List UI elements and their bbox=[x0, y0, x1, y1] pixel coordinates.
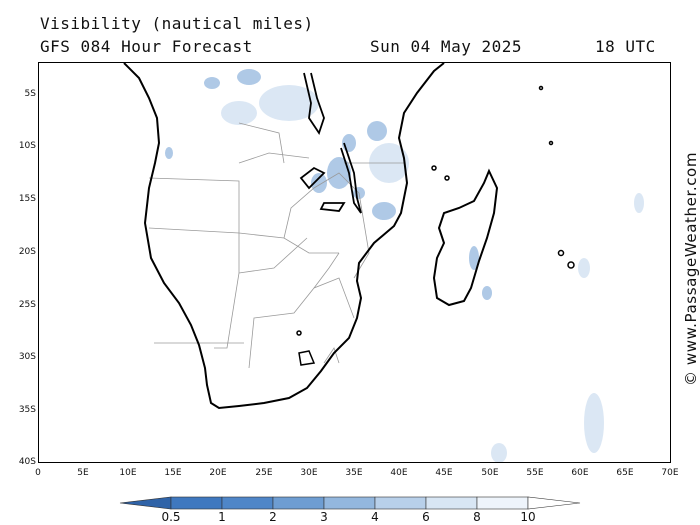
legend-swatch bbox=[476, 496, 529, 510]
legend-label: 10 bbox=[520, 510, 536, 524]
lat-label: 15S bbox=[18, 194, 36, 204]
border-line bbox=[238, 232, 339, 254]
visibility-patch bbox=[469, 246, 479, 270]
visibility-patch bbox=[237, 69, 261, 85]
lon-label: 10E bbox=[119, 468, 137, 478]
lat-label: 30S bbox=[18, 352, 36, 362]
visibility-haze-area bbox=[259, 85, 319, 121]
lon-label: 5E bbox=[77, 468, 89, 478]
lon-label: 30E bbox=[300, 468, 318, 478]
border-line bbox=[238, 237, 308, 274]
island bbox=[296, 330, 302, 336]
lon-label: 35E bbox=[345, 468, 363, 478]
island bbox=[444, 175, 450, 181]
visibility-haze-area bbox=[221, 101, 257, 125]
lat-label: 40S bbox=[18, 457, 36, 467]
legend-swatch bbox=[221, 496, 274, 510]
map-panel bbox=[38, 62, 671, 463]
visibility-patch bbox=[204, 77, 220, 89]
lon-label: 40E bbox=[390, 468, 408, 478]
visibility-patch bbox=[482, 286, 492, 300]
island bbox=[431, 165, 437, 171]
madagascar-coastline bbox=[432, 168, 499, 307]
lake-outline bbox=[303, 72, 325, 136]
visibility-patch bbox=[372, 202, 396, 220]
legend-label: 0.5 bbox=[161, 510, 181, 524]
visibility-haze-area bbox=[584, 393, 604, 453]
legend-swatch bbox=[425, 496, 478, 510]
lon-label: 60E bbox=[571, 468, 589, 478]
border-line bbox=[148, 177, 240, 349]
legend-colorbar bbox=[119, 496, 581, 510]
visibility-patches bbox=[165, 69, 492, 300]
visibility-haze-area bbox=[578, 258, 590, 278]
legend-label: 3 bbox=[320, 510, 328, 524]
legend-swatch bbox=[272, 496, 325, 510]
legend-low-arrow bbox=[119, 496, 172, 510]
map-canvas bbox=[123, 63, 644, 462]
credit-watermark: © www.PassageWeather.com bbox=[676, 140, 700, 400]
island bbox=[548, 140, 554, 146]
visibility-haze bbox=[221, 85, 644, 462]
border-line bbox=[148, 227, 240, 234]
forecast-date: Sun 04 May 2025 bbox=[370, 37, 522, 56]
visibility-haze-area bbox=[634, 193, 644, 213]
lon-label: 15E bbox=[164, 468, 182, 478]
legend-high-arrow bbox=[527, 496, 581, 510]
visibility-patch bbox=[367, 121, 387, 141]
border-line bbox=[238, 122, 285, 164]
legend-swatch bbox=[170, 496, 223, 510]
lon-label: 45E bbox=[435, 468, 453, 478]
credit-text: © www.PassageWeather.com bbox=[682, 151, 700, 387]
lon-label: 25E bbox=[255, 468, 273, 478]
legend-swatch bbox=[323, 496, 376, 510]
lat-label: 25S bbox=[18, 300, 36, 310]
forecast-time: 18 UTC bbox=[595, 37, 656, 56]
africa-coastline bbox=[123, 63, 445, 410]
visibility-haze-area bbox=[491, 443, 507, 462]
visibility-patch bbox=[165, 147, 173, 159]
legend-swatch bbox=[374, 496, 427, 510]
forecast-subtitle: GFS 084 Hour Forecast bbox=[40, 37, 253, 56]
lon-label: 65E bbox=[616, 468, 634, 478]
legend-label: 8 bbox=[473, 510, 481, 524]
island bbox=[567, 261, 575, 269]
lake-outline bbox=[298, 350, 316, 366]
island bbox=[538, 85, 544, 91]
lake-outline bbox=[340, 142, 362, 214]
border-line bbox=[283, 172, 360, 239]
border-line bbox=[248, 277, 355, 369]
lake-outline bbox=[319, 202, 346, 212]
country-borders bbox=[148, 122, 404, 369]
lon-label: 50E bbox=[481, 468, 499, 478]
legend-label: 4 bbox=[371, 510, 379, 524]
visibility-patch bbox=[311, 173, 327, 193]
legend-label: 1 bbox=[218, 510, 226, 524]
border-line bbox=[323, 347, 340, 364]
lake-outline bbox=[299, 166, 326, 190]
border-line bbox=[238, 152, 310, 164]
lon-label: 70E bbox=[661, 468, 679, 478]
border-line bbox=[313, 252, 340, 289]
island bbox=[557, 249, 565, 257]
lat-label: 10S bbox=[18, 141, 36, 151]
lat-label: 35S bbox=[18, 405, 36, 415]
legend-label: 2 bbox=[269, 510, 277, 524]
lat-label: 5S bbox=[24, 89, 36, 99]
lon-label: 0 bbox=[35, 468, 41, 478]
map-title: Visibility (nautical miles) bbox=[40, 14, 314, 33]
legend-label: 6 bbox=[422, 510, 430, 524]
lon-label: 20E bbox=[209, 468, 227, 478]
lon-label: 55E bbox=[526, 468, 544, 478]
lat-label: 20S bbox=[18, 247, 36, 257]
islands bbox=[296, 85, 575, 336]
